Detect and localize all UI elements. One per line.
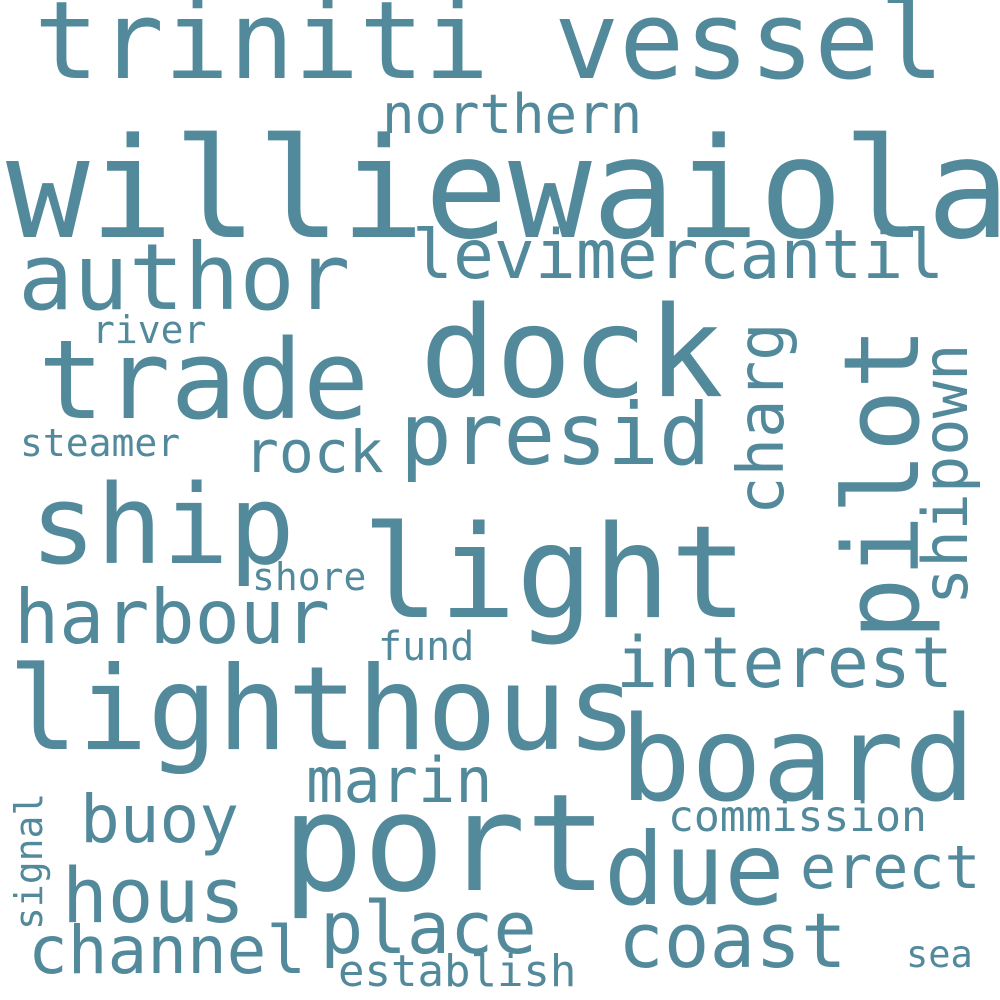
word: charg [725, 322, 799, 515]
word: river [92, 308, 207, 352]
word: commission [668, 792, 927, 842]
word: levimercantil [412, 216, 945, 295]
word: place [320, 886, 537, 970]
word: northern [382, 83, 643, 146]
word: port [282, 765, 608, 922]
word: board [620, 690, 976, 828]
word: erect [800, 833, 981, 903]
word: lighthous [8, 642, 637, 777]
word: williewaiola [6, 108, 1000, 270]
word: signal [7, 792, 51, 930]
word: channel [28, 912, 307, 989]
word: fund [378, 624, 475, 670]
word: shore [252, 555, 367, 599]
word: establish [338, 946, 577, 997]
word: presid [400, 385, 711, 485]
word: steamer [20, 421, 181, 465]
word: hous [62, 851, 246, 940]
word: marin [306, 744, 493, 817]
word: coast [618, 896, 847, 985]
word: ship [30, 461, 295, 589]
word: shipown [909, 343, 982, 605]
word: rock [244, 418, 384, 486]
word: author [18, 224, 351, 331]
word: harbour [14, 573, 331, 661]
word: interest [616, 622, 954, 704]
word: trade [38, 316, 370, 444]
word: buoy [80, 781, 239, 858]
word: triniti vessel [34, 0, 945, 104]
word: dock [420, 279, 724, 426]
word: light [362, 499, 748, 648]
word: due [604, 811, 785, 928]
word: sea [906, 933, 973, 976]
